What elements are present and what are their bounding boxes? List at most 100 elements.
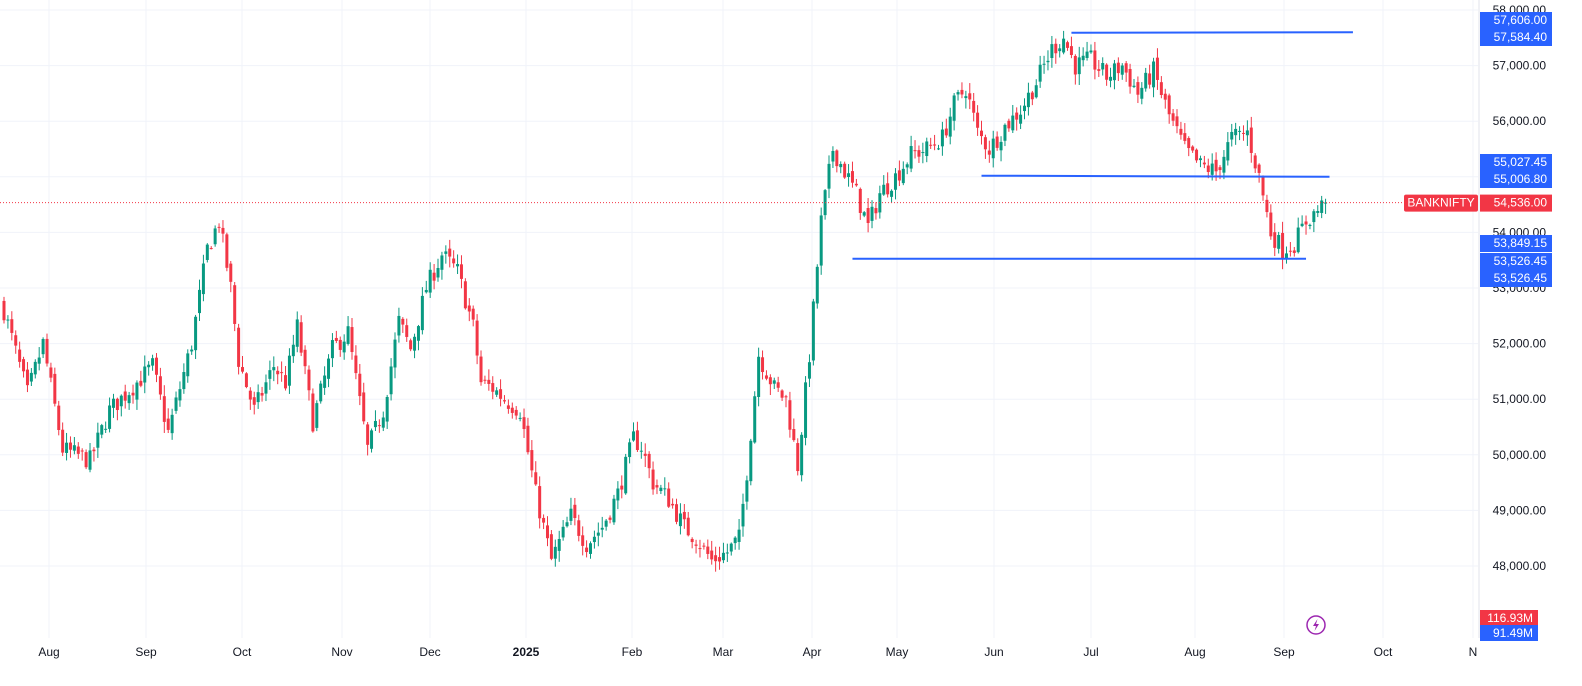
candle-body [1320,200,1324,213]
candle-body [1077,57,1081,75]
candle-body [831,150,835,162]
candle-body [1316,210,1320,213]
candle-body [897,170,901,181]
candle-body [252,397,256,405]
candle-body [143,366,147,383]
candle-body [725,552,729,554]
price-label-text: 55,027.45 [1494,155,1548,169]
candle-body [1222,156,1226,173]
candle-body [616,488,620,501]
x-tick-label: Nov [331,645,352,659]
candle-body [1175,116,1179,127]
price-label-box [1480,171,1552,188]
candle-body [1050,44,1054,59]
candle-body [53,373,57,404]
candle-body [890,190,894,197]
candle-body [921,152,925,154]
candle-body [1030,92,1034,100]
candle-body [882,184,886,195]
price-axis[interactable]: 48,000.00 49,000.00 50,000.00 51,000.00 52,0… [1493,3,1547,573]
candle-body [1253,155,1257,169]
candle-body [569,508,573,521]
candle-body [1116,62,1120,74]
candle-body [796,443,800,472]
candle-body [858,188,862,213]
candle-body [839,164,843,168]
candle-body [502,400,506,402]
candle-body [119,395,123,407]
candle-body [604,520,608,527]
candle-body [76,446,80,454]
price-label-text: 53,526.45 [1494,271,1548,285]
candle-body [237,327,241,367]
volume-label-box [1480,610,1538,626]
candle-body [303,349,307,367]
candle-body [1292,250,1296,253]
candle-body [659,487,663,492]
candle-body [718,557,722,562]
candle-body [174,397,178,411]
candle-body [764,375,768,379]
candle-body [1191,146,1195,151]
symbol-tag-text: BANKNIFTY [1407,196,1474,210]
candle-body [248,390,252,400]
candle-body [987,150,991,155]
candle-body [96,432,100,448]
candle-body [319,383,323,402]
candle-body [1296,227,1300,253]
candle-body [647,453,651,469]
candle-body [827,163,831,189]
x-tick-label: Dec [419,645,440,659]
price-label-box [1480,253,1552,270]
candle-body [596,532,600,536]
candle-body [768,377,772,385]
price-label-text: 55,006.80 [1494,172,1548,186]
candle-body [940,129,944,147]
candle-body [436,268,440,278]
candle-body [1003,124,1007,141]
candle-body [1038,64,1042,82]
candle-body [194,316,198,351]
symbol-tag-box[interactable] [1404,194,1478,212]
x-tick-label: Sep [1273,645,1295,659]
lightning-icon[interactable] [1306,615,1326,635]
candle-body [905,164,909,168]
candle-body [350,327,354,353]
candle-body [678,513,682,527]
candle-body [506,405,510,409]
time-axis[interactable]: Aug Sep Oct Nov Dec 2025 Feb Mar Apr May Jun Jul Aug… [38,645,1477,659]
candle-body [1277,235,1281,249]
x-tick-label: May [886,645,909,659]
candle-body [1042,63,1046,65]
candle-body [272,367,276,371]
y-tick-label: 51,000.00 [1493,392,1547,406]
candle-body [1011,115,1015,131]
candle-body [542,517,546,523]
candle-body [1234,128,1238,136]
drawn-levels[interactable] [852,31,1353,260]
candle-body [295,319,299,347]
x-tick-label: Oct [1374,645,1393,659]
candle-body [639,450,643,452]
candle-body [487,379,491,384]
mid-support-line[interactable] [981,174,1330,178]
candle-body [280,372,284,374]
candle-body [428,269,432,293]
candle-body [467,305,471,312]
candle-body [108,405,112,429]
misc [1306,0,1480,638]
candle-body [804,382,808,438]
candle-body [702,545,706,547]
candle-body [983,137,987,150]
candle-body [690,538,694,543]
candle-body [209,248,213,250]
candle-body [807,362,811,379]
candle-body [170,414,174,434]
candle-body [913,150,917,152]
resistance-top-line[interactable] [1071,31,1353,34]
candle-body [952,95,956,121]
candle-body [991,138,995,159]
candle-body [749,440,753,482]
